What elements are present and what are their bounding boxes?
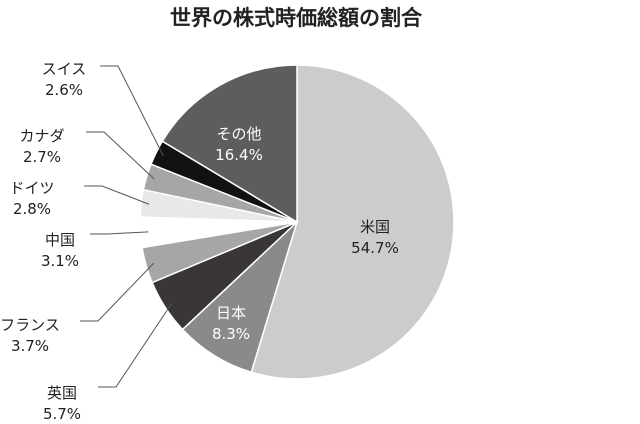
slice-label: 英国 5.7% bbox=[43, 384, 81, 423]
slice-label: 中国 3.1% bbox=[41, 231, 79, 270]
slice-label: その他 16.4% bbox=[215, 125, 263, 164]
slice-label: フランス 3.7% bbox=[0, 316, 60, 355]
slice-value: 8.3% bbox=[212, 325, 250, 343]
slice-value: 54.7% bbox=[351, 239, 399, 257]
pie-slice bbox=[161, 64, 298, 224]
slice-value: 5.7% bbox=[43, 405, 81, 423]
slice-name: ドイツ bbox=[9, 179, 54, 197]
slice-name: 日本 bbox=[216, 304, 246, 322]
pie-slices bbox=[139, 64, 455, 380]
slice-labels: 米国 54.7% 日本 8.3% 英国 5.7% フランス 3.7% 中国 3.1% ドイツ 2.8%… bbox=[0, 60, 399, 423]
chart-title: 世界の株式時価総額の割合 bbox=[170, 6, 423, 30]
slice-label: カナダ 2.7% bbox=[19, 127, 64, 166]
slice-label: 米国 54.7% bbox=[351, 218, 399, 257]
slice-name: 中国 bbox=[45, 231, 75, 249]
leader-line bbox=[100, 65, 164, 157]
leader-line bbox=[80, 262, 155, 322]
leader-line bbox=[90, 231, 149, 235]
slice-label: 日本 8.3% bbox=[212, 304, 250, 343]
slice-value: 3.7% bbox=[11, 337, 49, 355]
slice-label: スイス 2.6% bbox=[42, 60, 87, 99]
leader-line bbox=[86, 131, 155, 180]
leader-line bbox=[98, 302, 173, 388]
slice-name: カナダ bbox=[19, 127, 64, 145]
leader-line bbox=[84, 185, 150, 205]
slice-label: ドイツ 2.8% bbox=[9, 179, 54, 218]
pie-slice bbox=[250, 64, 455, 380]
slice-name: 米国 bbox=[360, 218, 390, 236]
slice-value: 3.1% bbox=[41, 252, 79, 270]
slice-value: 2.7% bbox=[23, 148, 61, 166]
slice-name: その他 bbox=[216, 125, 261, 143]
slice-value: 2.8% bbox=[13, 200, 51, 218]
slice-name: スイス bbox=[42, 60, 87, 78]
slice-name: フランス bbox=[0, 316, 60, 334]
slice-name: 英国 bbox=[47, 384, 77, 402]
slice-value: 16.4% bbox=[215, 146, 263, 164]
leader-lines bbox=[80, 65, 173, 388]
slice-value: 2.6% bbox=[45, 81, 83, 99]
